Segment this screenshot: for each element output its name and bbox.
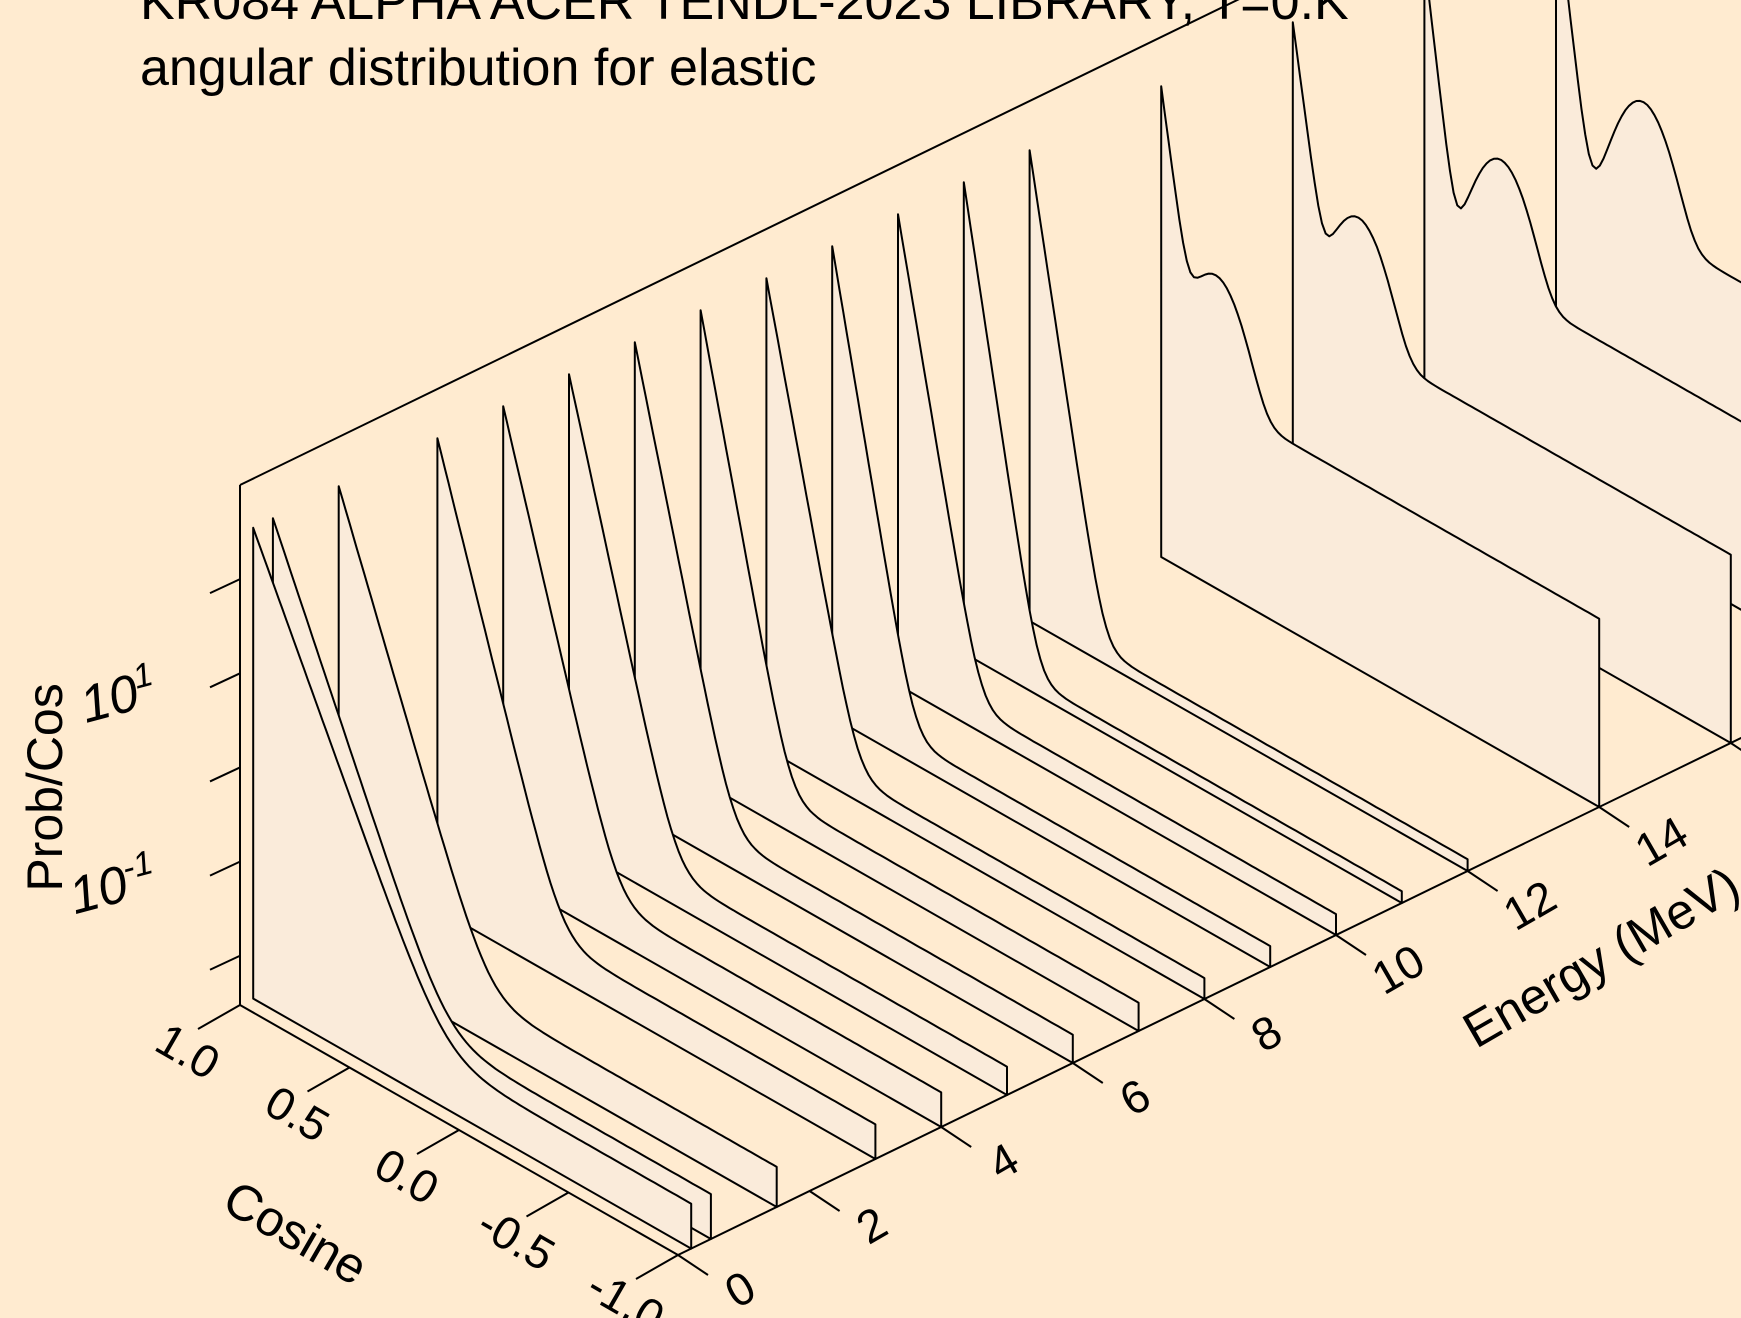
energy-tick-label: 14 [1626,806,1696,877]
energy-tick [1335,934,1367,956]
energy-tick [1730,742,1741,752]
cosine-tick-label: -0.5 [469,1196,564,1281]
energy-tick-label: 10 [1363,934,1433,1005]
curve-e-5 [568,373,1008,1096]
energy-axis-label: Energy (MeV) [1454,856,1741,1059]
curve-e-9 [831,245,1272,968]
curve-e-10 [897,213,1337,936]
cosine-tick-label: -1.0 [579,1259,674,1318]
cosine-tick [307,1066,350,1093]
probcos-axis-label: Prob/Cos [17,683,73,891]
curve-e-11 [962,181,1403,904]
cosine-axis-label: Cosine [214,1170,377,1296]
curve-e-16 [1291,21,1732,744]
curve-e-8 [765,277,1206,1000]
probcos-tick [209,672,241,689]
cosine-tick-label: 1.0 [147,1013,228,1090]
cosine-tick [526,1191,569,1218]
curve-e-14 [1160,85,1601,808]
cosine-tick [197,1004,241,1030]
series-curves [252,0,1741,1250]
chart-subtitle: angular distribution for elastic [140,39,817,97]
cosine-tick [635,1254,679,1280]
curve-e-4 [502,405,943,1128]
energy-tick-label: 0 [716,1260,764,1318]
probcos-tick [209,578,241,595]
energy-tick [1467,870,1499,892]
cosine-tick [416,1129,460,1155]
curve-e-1_5 [337,485,778,1208]
curve-e-6 [633,341,1074,1064]
probcos-tick-label: 101 [73,655,163,735]
probcos-tick-label: 10-1 [62,843,163,926]
energy-tick-label: 4 [979,1132,1027,1190]
probcos-tick [209,860,241,877]
energy-tick-label: 8 [1242,1004,1290,1062]
energy-tick [1072,1062,1104,1084]
energy-tick-label: 12 [1494,870,1564,941]
energy-tick [940,1126,972,1148]
box-edge-top-right [1556,0,1741,95]
chart-title: KR084 ALPHA ACER TENDL-2023 LIBRARY, T=0… [140,0,1349,31]
cosine-tick-label: 0.5 [257,1075,338,1152]
energy-tick [677,1254,709,1276]
energy-tick [1203,998,1235,1020]
box-edge-top-back [239,0,1240,486]
probcos-tick [209,766,241,783]
curve-e-7 [699,309,1140,1032]
energy-tick [809,1190,841,1212]
curve-e-3 [436,437,877,1160]
energy-tick [1598,806,1630,828]
energy-tick-label: 6 [1111,1068,1159,1126]
energy-tick-label: 2 [848,1196,896,1254]
probcos-tick [209,954,241,971]
curve-e-12 [1028,149,1469,872]
curve-e-0_2 [252,526,693,1250]
cosine-tick-label: 0.0 [366,1138,447,1215]
